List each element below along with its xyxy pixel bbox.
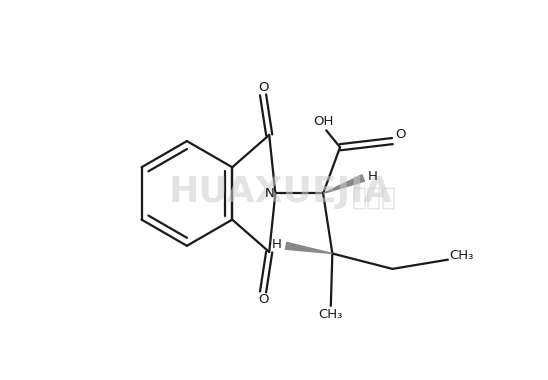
Text: O: O <box>395 128 406 141</box>
Text: CH₃: CH₃ <box>449 249 474 262</box>
Text: H: H <box>368 170 378 183</box>
Polygon shape <box>286 242 332 253</box>
Text: N: N <box>264 187 274 200</box>
Text: O: O <box>258 81 269 94</box>
Text: H: H <box>272 238 282 251</box>
Text: O: O <box>258 293 269 306</box>
Text: 化学加: 化学加 <box>351 186 397 210</box>
Polygon shape <box>323 175 364 193</box>
Text: OH: OH <box>313 116 334 128</box>
Text: CH₃: CH₃ <box>318 308 343 321</box>
Text: HUAXUEJIA: HUAXUEJIA <box>169 175 393 209</box>
